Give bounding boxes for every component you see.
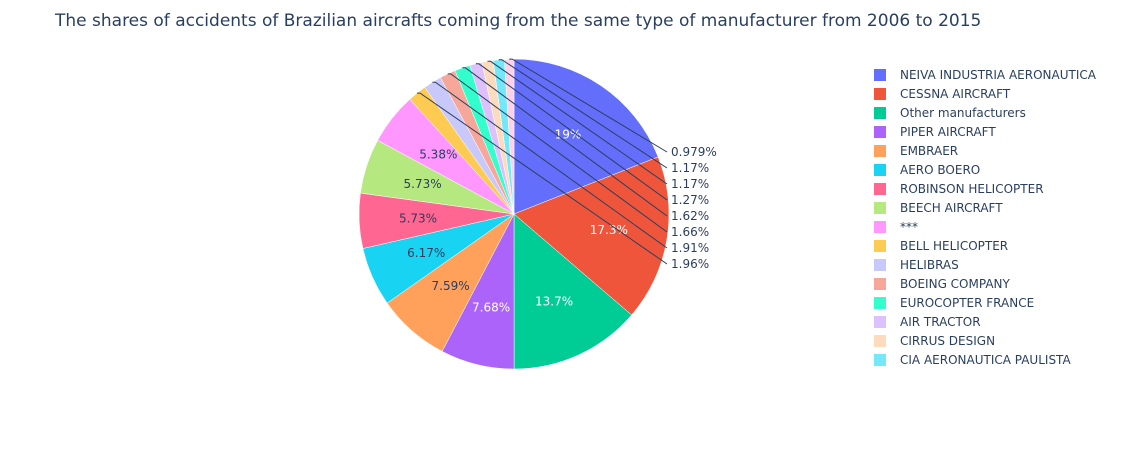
pie-slice xyxy=(513,213,632,370)
legend-item[interactable]: EMBRAER xyxy=(874,141,1096,160)
legend-label: CESSNA AIRCRAFT xyxy=(900,86,1011,101)
label-leader-line xyxy=(475,63,668,201)
legend-label: PIPER AIRCRAFT xyxy=(900,124,996,139)
legend-swatch xyxy=(874,315,886,328)
legend-swatch xyxy=(874,144,886,157)
legend-label: AERO BOERO xyxy=(900,162,981,177)
legend-item[interactable]: AIR TRACTOR xyxy=(874,312,1096,331)
slice-label-outside: 1.91% xyxy=(671,241,709,255)
legend-item[interactable]: AERO BOERO xyxy=(874,160,1096,179)
legend-label: *** xyxy=(900,219,918,234)
slice-label: 5.73% xyxy=(399,211,437,225)
slice-label-outside: 1.17% xyxy=(671,177,709,191)
legend-swatch xyxy=(874,106,886,119)
pie-slices xyxy=(358,58,670,370)
legend-item[interactable]: HELIBRAS xyxy=(874,255,1096,274)
slice-label-outside: 0.979% xyxy=(671,145,717,159)
slice-label: 7.68% xyxy=(472,300,510,314)
legend-swatch xyxy=(874,125,886,138)
legend-label: ROBINSON HELICOPTER xyxy=(900,181,1044,196)
slice-label-outside: 1.66% xyxy=(671,225,709,239)
slice-label: 13.7% xyxy=(535,294,573,308)
legend-item[interactable]: BOEING COMPANY xyxy=(874,274,1096,293)
legend-label: Other manufacturers xyxy=(900,105,1026,120)
legend-label: BOEING COMPANY xyxy=(900,276,1010,291)
pie-slice xyxy=(513,58,659,215)
legend-item[interactable]: PIPER AIRCRAFT xyxy=(874,122,1096,141)
legend-label: BELL HELICOPTER xyxy=(900,238,1009,253)
slice-label: 5.73% xyxy=(404,177,442,191)
legend-label: EMBRAER xyxy=(900,143,959,158)
legend-swatch xyxy=(874,296,886,309)
legend-item[interactable]: CIRRUS DESIGN xyxy=(874,331,1096,350)
label-leader-line xyxy=(447,73,668,233)
legend-item[interactable]: Other manufacturers xyxy=(874,103,1096,122)
legend-label: EUROCOPTER FRANCE xyxy=(900,295,1035,310)
legend-swatch xyxy=(874,353,886,366)
label-leader-line xyxy=(487,60,668,185)
slice-label-outside: 1.27% xyxy=(671,193,709,207)
legend-item[interactable]: EUROCOPTER FRANCE xyxy=(874,293,1096,312)
legend-swatch xyxy=(874,277,886,290)
legend-item[interactable]: ROBINSON HELICOPTER xyxy=(874,179,1096,198)
legend-item[interactable]: BEECH AIRCRAFT xyxy=(874,198,1096,217)
legend-swatch xyxy=(874,239,886,252)
slice-label: 5.38% xyxy=(419,148,457,162)
legend-item[interactable]: BELL HELICOPTER xyxy=(874,236,1096,255)
label-leader-line xyxy=(462,67,668,217)
legend-label: AIR TRACTOR xyxy=(900,314,981,329)
label-leader-line xyxy=(509,58,668,153)
slice-label-outside: 1.96% xyxy=(671,257,709,271)
legend-label: NEIVA INDUSTRIA AERONAUTICA xyxy=(900,67,1096,82)
pie-slice xyxy=(513,156,670,316)
legend-swatch xyxy=(874,182,886,195)
legend-label: CIRRUS DESIGN xyxy=(900,333,996,348)
legend-label: CIA AERONAUTICA PAULISTA xyxy=(900,352,1071,367)
label-leader-line xyxy=(498,59,668,169)
slice-label: 7.59% xyxy=(432,279,470,293)
label-leader-line xyxy=(432,81,668,249)
legend-label: BEECH AIRCRAFT xyxy=(900,200,1003,215)
slice-label: 17.3% xyxy=(590,223,628,237)
slice-label: 6.17% xyxy=(407,246,445,260)
slice-label-outside: 1.17% xyxy=(671,161,709,175)
legend-swatch xyxy=(874,220,886,233)
legend-label: HELIBRAS xyxy=(900,257,959,272)
legend-swatch xyxy=(874,201,886,214)
legend-item[interactable]: *** xyxy=(874,217,1096,236)
legend-swatch xyxy=(874,163,886,176)
legend-swatch xyxy=(874,68,886,81)
label-leader-line xyxy=(417,92,668,265)
legend-item[interactable]: CIA AERONAUTICA PAULISTA xyxy=(874,350,1096,369)
slice-label-outside: 1.62% xyxy=(671,209,709,223)
legend-swatch xyxy=(874,87,886,100)
pie-labels: 19%17.3%13.7%7.68%7.59%6.17%5.73%5.73%5.… xyxy=(399,58,717,314)
legend: NEIVA INDUSTRIA AERONAUTICA CESSNA AIRCRA… xyxy=(874,65,1096,369)
legend-item[interactable]: CESSNA AIRCRAFT xyxy=(874,84,1096,103)
chart-title: The shares of accidents of Brazilian air… xyxy=(55,11,982,31)
legend-item[interactable]: NEIVA INDUSTRIA AERONAUTICA xyxy=(874,65,1096,84)
legend-swatch xyxy=(874,334,886,347)
legend-swatch xyxy=(874,258,886,271)
